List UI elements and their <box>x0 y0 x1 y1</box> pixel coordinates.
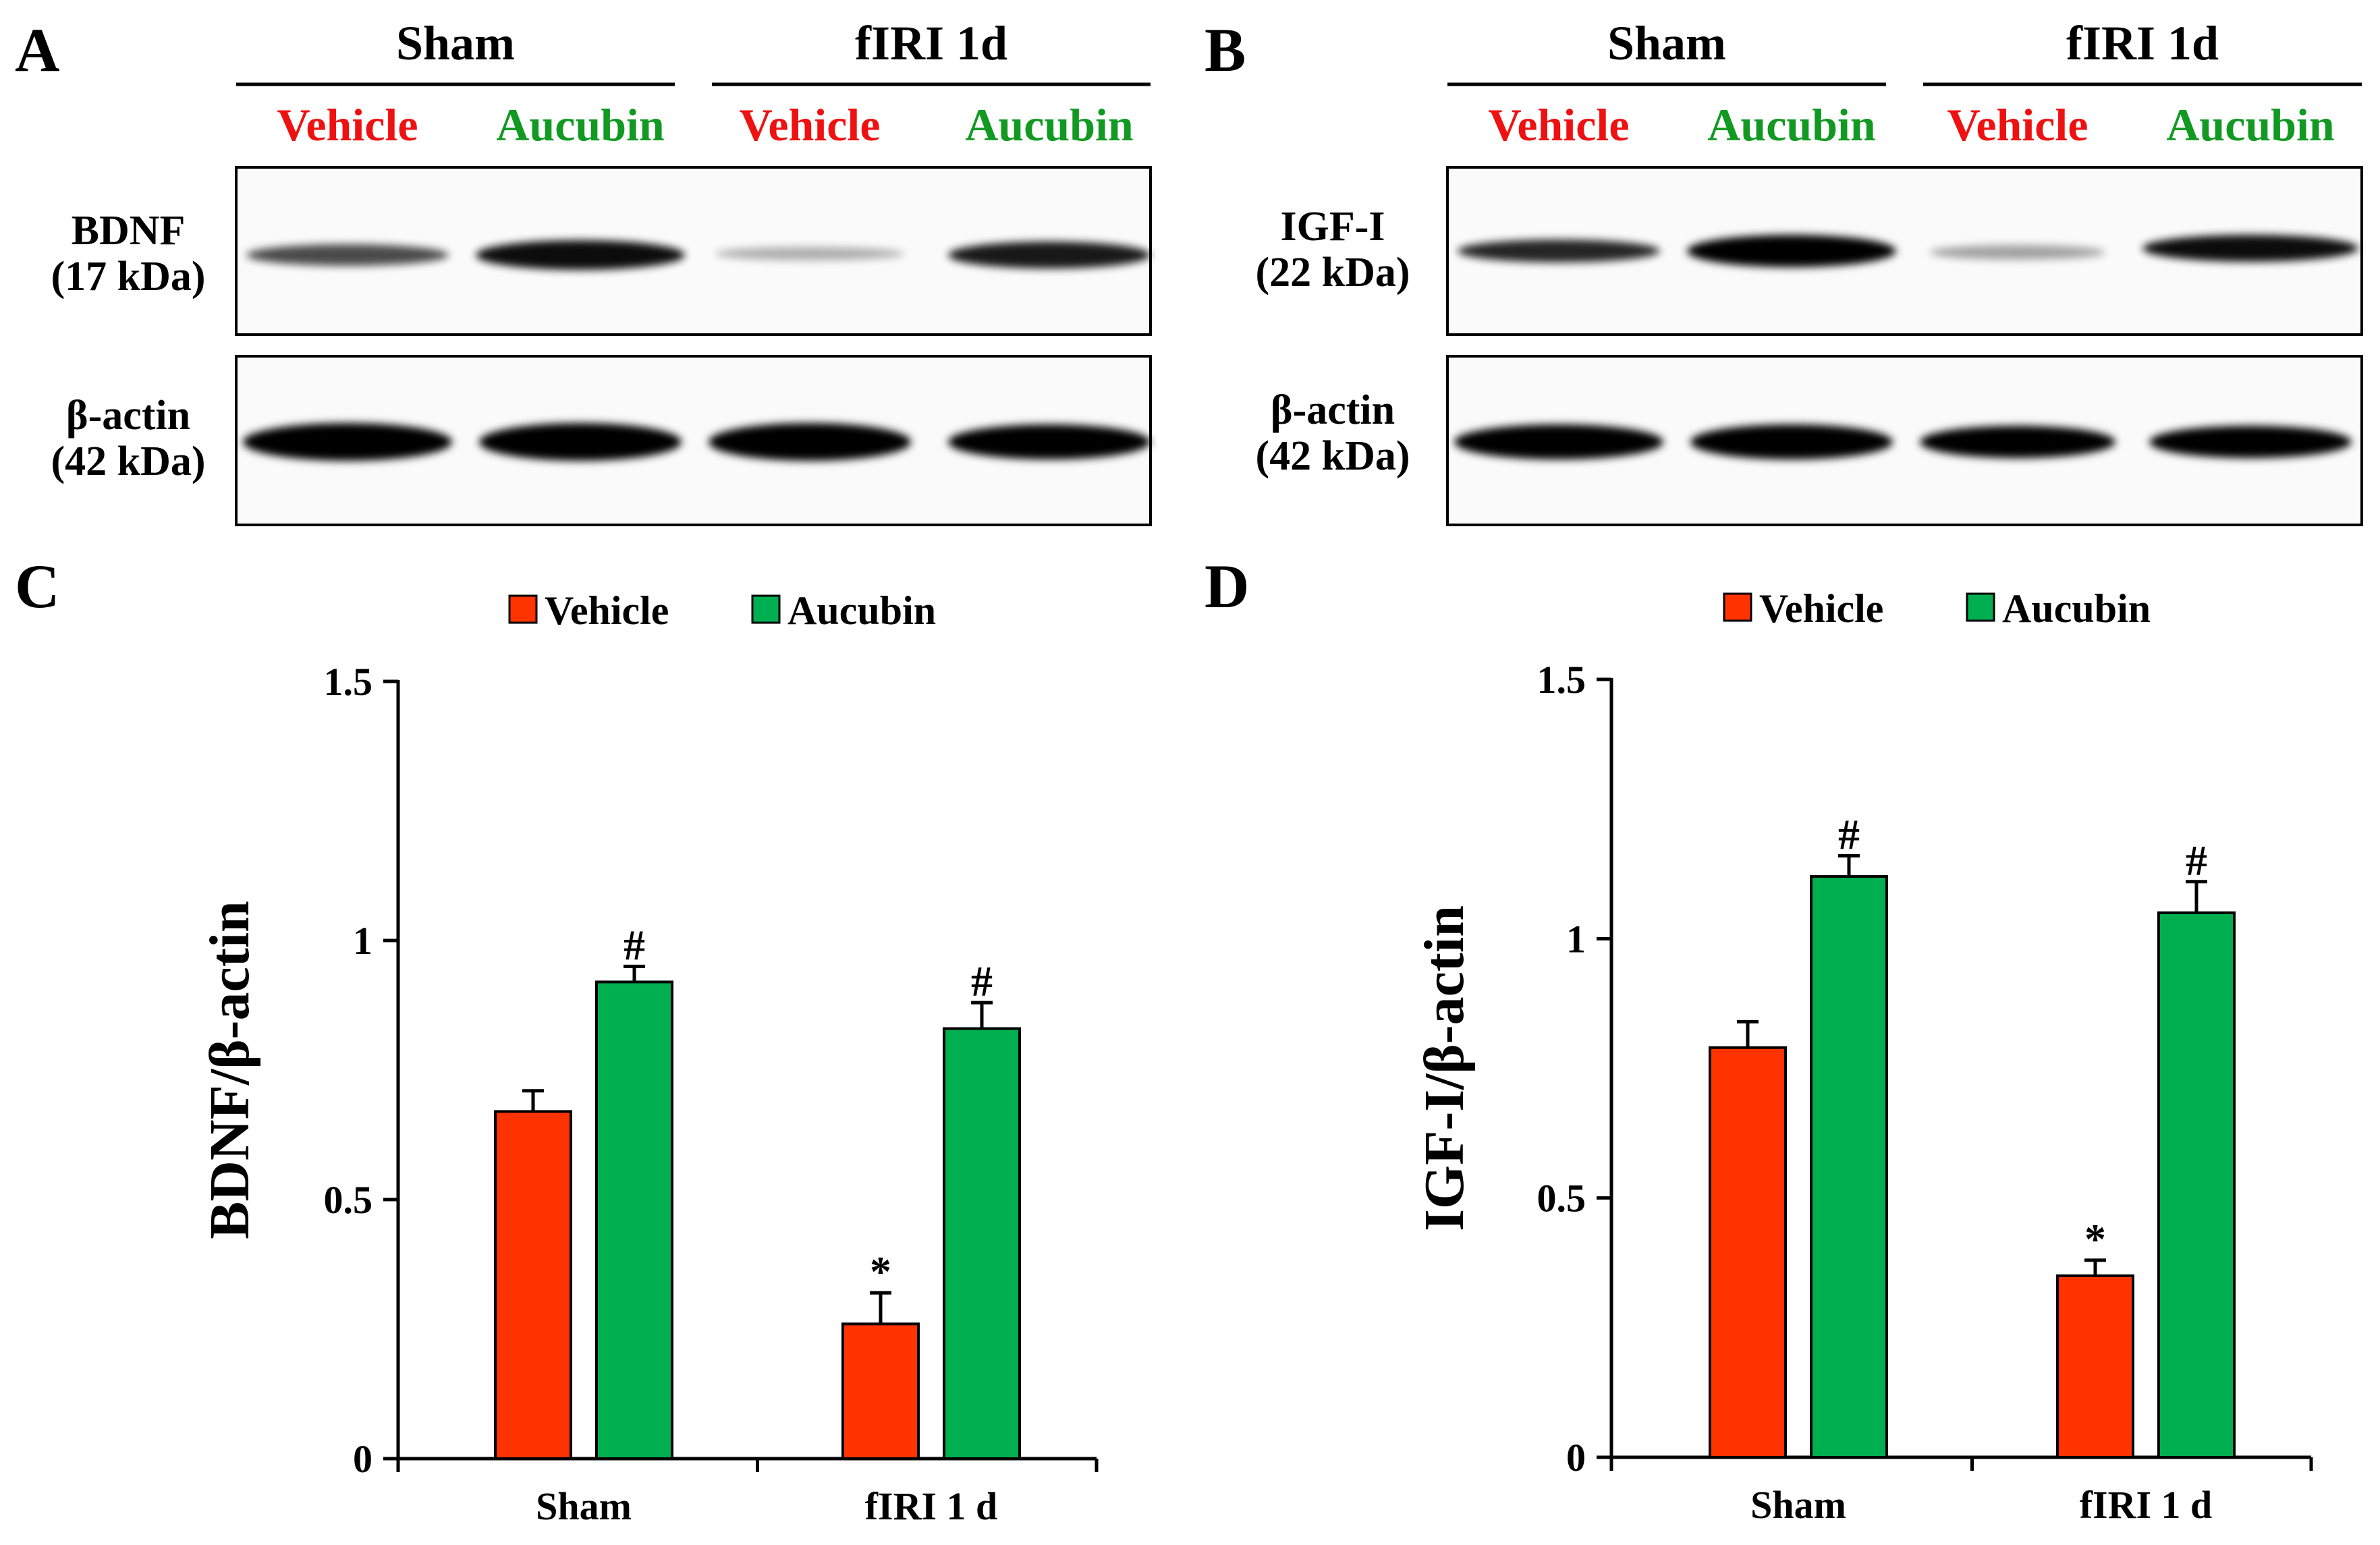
panel-letter-a: A <box>15 16 59 84</box>
y-tick-label: 1 <box>353 919 372 963</box>
x-tick-label: fIRI 1 d <box>2080 1483 2213 1527</box>
significance-mark: # <box>624 921 645 969</box>
significance-mark: * <box>2084 1215 2106 1263</box>
band <box>1687 235 1896 267</box>
band <box>709 423 911 461</box>
band <box>715 247 904 260</box>
group-label-sham: Sham <box>396 16 515 70</box>
band <box>1458 240 1660 262</box>
band <box>1930 245 2105 260</box>
x-tick-label: Sham <box>1750 1483 1846 1527</box>
control-size: (42 kDa) <box>51 439 205 484</box>
band <box>2149 426 2352 458</box>
x-tick-label: Sham <box>536 1484 632 1528</box>
target-size: (22 kDa) <box>1255 250 1410 296</box>
legend-label-vehicle: Vehicle <box>1759 586 1883 631</box>
y-tick-label: 1 <box>1566 917 1586 961</box>
lane-label-vehicle: Vehicle <box>739 99 880 150</box>
legend-label-vehicle: Vehicle <box>545 588 669 633</box>
y-tick-label: 0.5 <box>1537 1177 1586 1220</box>
bands-control <box>243 423 1151 461</box>
legend-swatch-vehicle <box>508 594 538 624</box>
bands-control <box>1454 424 2352 459</box>
blot-panel-b: B Sham fIRI 1d Vehicle Aucubin Vehicle A… <box>1205 16 2363 526</box>
bands-target <box>246 240 1151 270</box>
legend-label-aucubin: Aucubin <box>787 588 936 633</box>
group-label-firi: fIRI 1d <box>855 16 1007 70</box>
target-size: (17 kDa) <box>51 254 205 300</box>
bar-vehicle <box>2056 1274 2134 1459</box>
bar-aucubin <box>2157 911 2236 1459</box>
lane-label-aucubin: Aucubin <box>965 99 1133 150</box>
band <box>476 240 685 270</box>
bar-aucubin <box>943 1027 1021 1461</box>
legend-swatch-vehicle <box>1723 592 1752 622</box>
group-label-sham: Sham <box>1607 16 1726 70</box>
blot-panel-a: A Sham fIRI 1d Vehicle Aucubin Vehicle A… <box>15 16 1152 526</box>
control-size: (42 kDa) <box>1255 433 1410 479</box>
band <box>479 423 682 461</box>
y-tick-label: 0.5 <box>324 1178 373 1222</box>
significance-mark: * <box>870 1247 891 1295</box>
bar-aucubin <box>1810 875 1888 1459</box>
panel-letter: D <box>1205 552 1249 621</box>
band <box>948 424 1151 459</box>
legend-label-aucubin: Aucubin <box>2002 586 2151 631</box>
y-tick-label: 0 <box>1566 1436 1586 1480</box>
y-tick-label: 1.5 <box>1537 658 1586 702</box>
control-label: β-actin <box>66 393 190 439</box>
target-label: IGF-I <box>1281 204 1385 250</box>
significance-mark: # <box>971 957 993 1005</box>
x-tick-label: fIRI 1 d <box>865 1484 998 1528</box>
bar-vehicle <box>1709 1046 1787 1459</box>
band <box>1454 424 1663 459</box>
band <box>2142 235 2358 262</box>
band <box>246 244 449 266</box>
band <box>1920 426 2115 458</box>
legend-swatch-aucubin <box>1966 592 1995 622</box>
lane-label-aucubin: Aucubin <box>1707 99 1875 150</box>
lane-label-aucubin: Aucubin <box>496 99 664 150</box>
lane-label-vehicle: Vehicle <box>1488 99 1629 150</box>
y-tick-label: 1.5 <box>324 660 373 704</box>
band <box>243 423 452 461</box>
bar-vehicle <box>841 1322 920 1460</box>
target-label: BDNF <box>72 208 186 254</box>
legend-swatch-aucubin <box>751 594 781 624</box>
control-label: β-actin <box>1271 387 1395 433</box>
group-label-firi: fIRI 1d <box>2066 16 2219 70</box>
band <box>948 242 1151 269</box>
lane-label-vehicle: Vehicle <box>277 99 418 150</box>
bar-chart-c: C Vehicle Aucubin 0 0.5 1 1.5 Sham fIRI 1 d BDNF/… <box>15 552 1099 1528</box>
lane-label-aucubin: Aucubin <box>2166 99 2334 150</box>
bar-aucubin <box>595 980 673 1460</box>
bands-target <box>1458 235 2358 267</box>
significance-mark: # <box>2186 837 2207 884</box>
lane-label-vehicle: Vehicle <box>1947 99 2088 150</box>
bar-chart-d: D Vehicle Aucubin 0 0.5 1 1.5 Sham fIRI 1 d IGF-I… <box>1205 552 2313 1527</box>
significance-mark: # <box>1838 810 1860 858</box>
y-axis-label: IGF-I/β-actin <box>1413 905 1476 1231</box>
band <box>1690 424 1893 459</box>
y-axis-label: BDNF/β-actin <box>198 901 261 1239</box>
panel-letter-b: B <box>1205 16 1246 84</box>
panel-letter: C <box>15 552 59 621</box>
y-tick-label: 0 <box>353 1437 372 1481</box>
bar-vehicle <box>494 1110 572 1460</box>
